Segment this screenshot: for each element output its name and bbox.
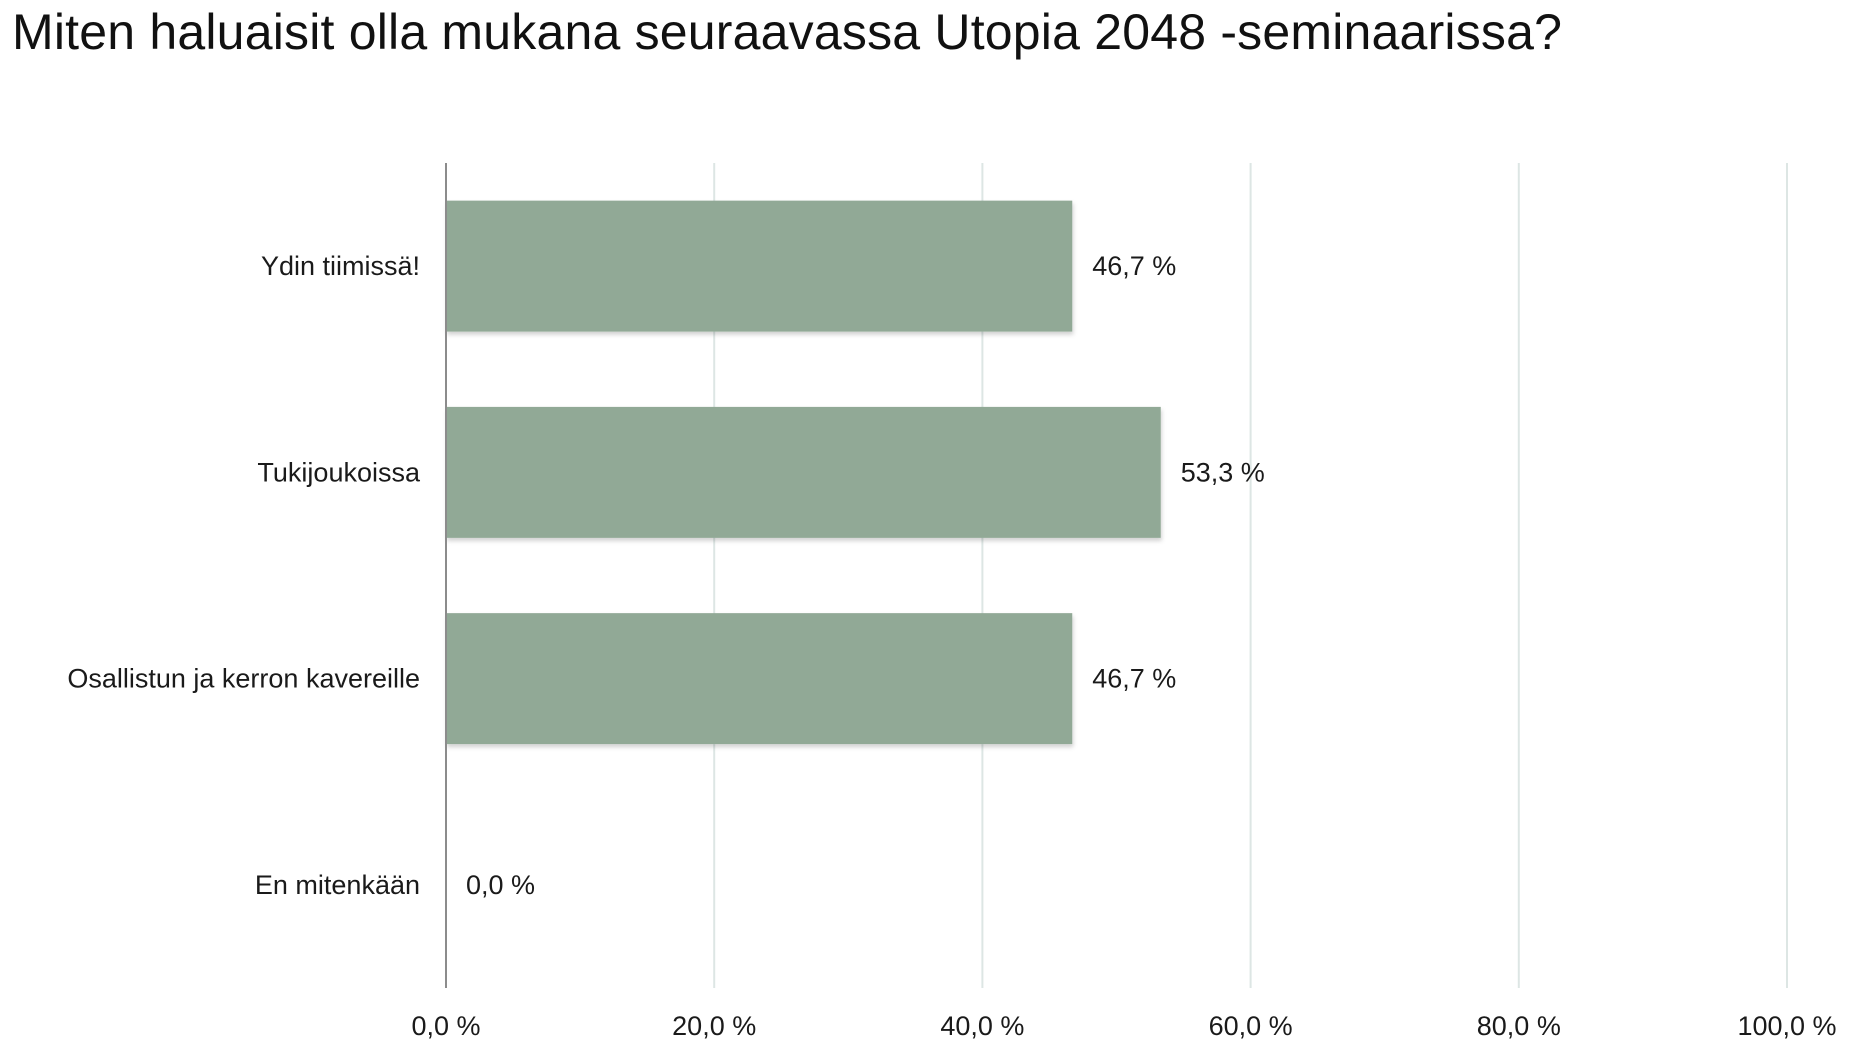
data-label: 46,7 % (1092, 664, 1176, 694)
x-tick-label: 0,0 % (411, 1011, 480, 1041)
category-label: Ydin tiimissä! (261, 251, 420, 281)
x-tick-label: 100,0 % (1737, 1011, 1836, 1041)
bars (446, 200, 1161, 745)
bar (446, 406, 1161, 538)
category-label: Tukijoukoissa (257, 457, 421, 487)
x-tick-label: 80,0 % (1477, 1011, 1561, 1041)
data-label: 46,7 % (1092, 251, 1176, 281)
data-label: 53,3 % (1181, 457, 1265, 487)
labels: Ydin tiimissä! 46,7 % Tukijoukoissa 53,3 % O… (67, 251, 1836, 1041)
x-tick-label: 40,0 % (940, 1011, 1024, 1041)
data-label: 0,0 % (466, 870, 535, 900)
x-tick-label: 20,0 % (672, 1011, 756, 1041)
bar (446, 613, 1073, 745)
category-label: En mitenkään (255, 870, 420, 900)
x-tick-label: 60,0 % (1209, 1011, 1293, 1041)
bar (446, 200, 1073, 332)
category-label: Osallistun ja kerron kavereille (67, 664, 420, 694)
chart-title: Miten haluaisit olla mukana seuraavassa … (12, 4, 1563, 60)
